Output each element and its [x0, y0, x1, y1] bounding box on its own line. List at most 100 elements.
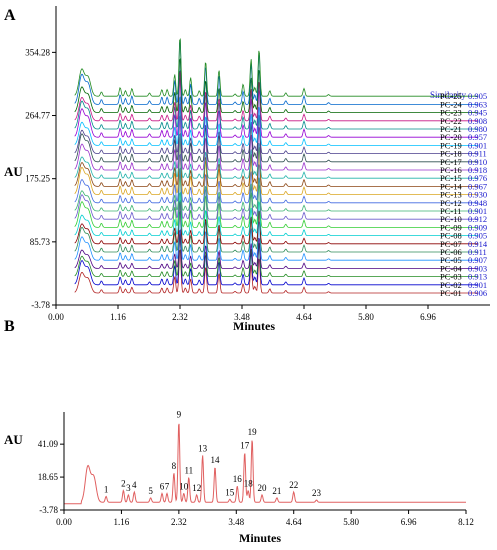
panel-b-y-tick-label: -3.78 — [39, 505, 58, 515]
peak-label-22: 22 — [289, 480, 298, 490]
panel-a-y-tick-label: 354.28 — [25, 47, 50, 57]
series-label: PC-04 — [440, 263, 462, 273]
series-label: PC-06 — [440, 247, 462, 257]
panel-a-y-tick-label: 85.73 — [30, 237, 51, 247]
trace-pc-04 — [74, 229, 479, 269]
series-label: PC-05 — [440, 255, 462, 265]
trace-pc-05 — [74, 210, 479, 261]
peak-label-18: 18 — [244, 479, 254, 489]
peak-label-4: 4 — [132, 480, 137, 490]
similarity-value: 0.957 — [468, 132, 487, 142]
similarity-value: 0.948 — [468, 198, 487, 208]
series-label: PC-24 — [440, 99, 462, 109]
similarity-value: 0.980 — [468, 124, 487, 134]
panel-b-x-tick-label: 6.96 — [401, 517, 417, 527]
similarity-value: 0.910 — [468, 157, 487, 167]
trace-pc-10 — [74, 167, 479, 220]
peak-label-19: 19 — [248, 427, 258, 437]
panel-b-x-tick-label: 5.80 — [343, 517, 359, 527]
panel-a-legend-title: Similarity — [430, 90, 467, 100]
trace-pc-12 — [74, 153, 479, 204]
series-label: PC-12 — [440, 198, 462, 208]
series-label: PC-23 — [440, 108, 462, 118]
series-label: PC-16 — [440, 165, 462, 175]
series-label: PC-11 — [440, 206, 461, 216]
series-label: PC-10 — [440, 214, 462, 224]
panel-b-x-tick-label: 0.00 — [56, 517, 72, 527]
panel-a: A AU Minutes Similarity 0.00 1.16 2.32 3.48… — [4, 6, 490, 333]
similarity-value: 0.901 — [468, 280, 487, 290]
peak-label-2: 2 — [121, 479, 126, 489]
panel-b-y-tick-label: 41.09 — [38, 439, 59, 449]
panel-a-x-tick-label: 5.80 — [358, 312, 374, 322]
panel-a-y-tick-label: 175.25 — [25, 174, 50, 184]
peak-label-15: 15 — [225, 487, 235, 497]
peak-label-20: 20 — [258, 483, 268, 493]
panel-a-x-tick-label: 3.48 — [234, 312, 250, 322]
peak-label-9: 9 — [177, 410, 182, 420]
trace-pc-20 — [74, 76, 479, 138]
series-label: PC-13 — [440, 190, 462, 200]
panel-a-x-ticks: 0.00 1.16 2.32 3.48 4.64 5.80 6.96 — [48, 305, 436, 322]
peak-label-23: 23 — [312, 488, 322, 498]
similarity-value: 0.918 — [468, 165, 487, 175]
peak-label-16: 16 — [233, 474, 243, 484]
similarity-value: 0.908 — [468, 116, 487, 126]
trace-pc-18 — [74, 103, 479, 154]
trace-pc-09 — [74, 172, 479, 228]
similarity-value: 0.901 — [468, 140, 487, 150]
series-label: PC-07 — [440, 239, 462, 249]
peak-label-3: 3 — [126, 483, 131, 493]
series-label: PC-20 — [440, 132, 462, 142]
peak-label-12: 12 — [192, 483, 201, 493]
panel-b-x-tick-label: 4.64 — [286, 517, 302, 527]
similarity-value: 0.901 — [468, 206, 487, 216]
series-label: PC-09 — [440, 222, 462, 232]
panel-a-x-tick-label: 2.32 — [172, 312, 188, 322]
peak-label-8: 8 — [172, 461, 177, 471]
trace-pc-07 — [74, 201, 479, 245]
trace-pc-16 — [74, 114, 479, 171]
similarity-value: 0.945 — [468, 108, 487, 118]
peak-label-10: 10 — [179, 481, 189, 491]
panel-b-x-tick-label: 2.32 — [171, 517, 187, 527]
series-label: PC-03 — [440, 272, 462, 282]
trace-pc-24 — [74, 39, 479, 105]
panel-a-x-tick-label: 0.00 — [48, 312, 64, 322]
peak-label-13: 13 — [198, 443, 208, 453]
panel-a-traces — [74, 37, 479, 294]
similarity-value: 0.930 — [468, 190, 487, 200]
trace-pc-03 — [74, 233, 479, 277]
similarity-value: 0.913 — [468, 272, 487, 282]
panel-b-y-tick-label: 18.65 — [38, 472, 59, 482]
trace-pc-23 — [74, 57, 479, 113]
trace-pc-17 — [74, 102, 479, 163]
panel-b-x-tick-label: 8.12 — [458, 517, 474, 527]
panel-b: B AU Minutes 12 3 45 6 789101112131415161718… — [4, 318, 474, 545]
similarity-value: 0.905 — [468, 231, 487, 241]
series-label: PC-18 — [440, 149, 462, 159]
peak-label-14: 14 — [211, 455, 221, 465]
peak-label-5: 5 — [148, 486, 153, 496]
trace-pc-02 — [74, 233, 479, 286]
similarity-value: 0.911 — [468, 149, 487, 159]
panel-a-x-axis-label: Minutes — [233, 319, 275, 333]
panel-b-x-tick-label: 3.48 — [228, 517, 244, 527]
peak-label-11: 11 — [184, 465, 193, 475]
similarity-value: 0.903 — [468, 263, 487, 273]
series-label: PC-08 — [440, 231, 462, 241]
similarity-value: 0.911 — [468, 247, 487, 257]
trace-pc-14 — [74, 135, 479, 187]
panel-a-y-ticks: -3.78 85.73 175.25 264.77 354.28 — [25, 47, 56, 310]
similarity-value: 0.914 — [468, 239, 488, 249]
series-label: PC-21 — [440, 124, 462, 134]
panel-b-x-tick-label: 1.16 — [114, 517, 130, 527]
peak-label-6: 6 — [160, 481, 165, 491]
trace-pc-19 — [74, 96, 479, 146]
panel-a-x-tick-label: 1.16 — [110, 312, 126, 322]
similarity-value: 0.906 — [468, 288, 487, 298]
similarity-value: 0.909 — [468, 222, 487, 232]
panel-a-x-tick-label: 6.96 — [420, 312, 436, 322]
